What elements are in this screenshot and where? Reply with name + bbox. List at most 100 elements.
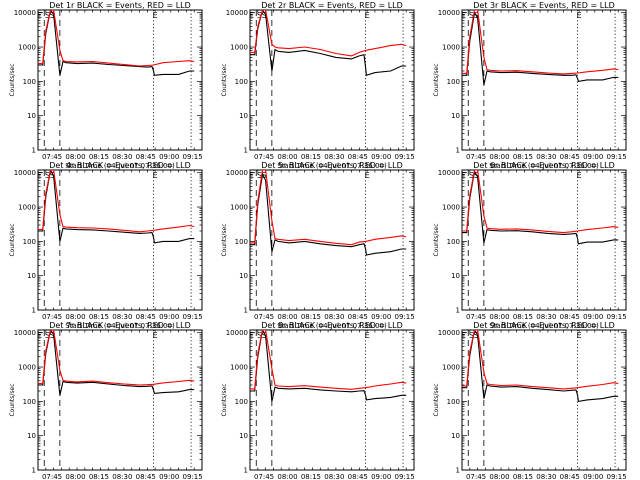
chart-title: Det 5r BLACK = Events, RED = LLD [261,161,403,170]
chart-title: Det 9r BLACK = Events, RED = LLD [473,321,615,330]
x-tick-label: 08:45 [560,153,580,161]
series-line-lld [250,170,407,246]
x-tick-label: 07:45 [466,313,486,321]
x-tick-label: 08:15 [89,153,109,161]
annotation-e: E [249,331,254,340]
chart-panel-6: Det 6r BLACK = Events, RED = LLD 1 10 100 10… [433,161,627,330]
x-tick-label: 09:15 [395,473,415,480]
chart-panel-8: Det 8r BLACK = Events, RED = LLD 1 10 100 10… [221,321,415,480]
annotation-s: S [469,171,474,180]
chart-title: Det 8r BLACK = Events, RED = LLD [261,321,403,330]
chart-title: Det 7r BLACK = Events, RED = LLD [49,321,191,330]
annotation-s: S [45,11,50,20]
annotation-e: E [37,11,42,20]
y-tick-label: 10000 [14,169,36,177]
y-tick-label: 10 [451,112,460,120]
x-axis-label: Start Time (04-Jul-07 07:36:00) [277,162,387,170]
y-tick-label: 1000 [230,364,248,372]
plot-frame [461,9,627,151]
x-tick-label: 09:00 [583,153,603,161]
annotation-e: E [461,11,466,20]
annotation-s: S [257,331,262,340]
annotation-s: S [50,331,55,340]
x-tick-label: 07:45 [42,313,62,321]
x-tick-label: 08:30 [536,153,556,161]
plot-frame [249,169,415,311]
y-axis-label: Counts/sec [9,383,16,416]
annotation-s: S [50,11,55,20]
x-tick-label: 08:15 [89,473,109,480]
y-tick-label: 10000 [438,329,460,337]
y-axis-label: Counts/sec [9,63,16,96]
x-tick-label: 09:00 [583,313,603,321]
x-axis-label: Start Time (04-Jul-07 07:36:00) [489,322,599,330]
x-tick-label: 08:15 [301,153,321,161]
y-tick-label: 10000 [438,169,460,177]
y-tick-label: 1000 [230,44,248,52]
plot-frame [37,169,203,311]
annotation-s: S [262,171,267,180]
annotation-s: S [469,11,474,20]
annotation-e: E [577,171,582,180]
chart-panel-9: Det 9r BLACK = Events, RED = LLD 1 10 100 10… [433,321,627,480]
x-tick-label: 09:00 [371,313,391,321]
y-tick-label: 100 [235,398,248,406]
annotation-s: S [257,171,262,180]
y-axis-label: Counts/sec [433,223,440,256]
x-tick-label: 08:45 [348,313,368,321]
series-line-lld [462,330,619,390]
annotation-s: S [474,171,479,180]
x-tick-label: 07:45 [466,473,486,480]
chart-panel-1: Det 1r BLACK = Events, RED = LLD 1 10 100 10… [9,1,203,170]
annotation-e: E [365,11,370,20]
annotation-s: S [469,331,474,340]
series-line-lld [462,170,619,234]
y-tick-label: 10 [27,272,36,280]
x-tick-label: 08:15 [301,473,321,480]
x-tick-label: 08:45 [136,153,156,161]
y-tick-label: 1 [32,307,36,315]
x-axis-label: Start Time (04-Jul-07 07:36:00) [277,322,387,330]
y-tick-label: 100 [447,398,460,406]
series-line-events [462,330,619,403]
chart-title: Det 3r BLACK = Events, RED = LLD [473,1,615,10]
x-tick-label: 09:00 [583,473,603,480]
x-tick-label: 08:00 [489,473,509,480]
x-tick-label: 09:00 [371,473,391,480]
x-tick-label: 09:15 [607,473,627,480]
series-line-lld [462,10,619,75]
x-tick-label: 08:45 [560,313,580,321]
y-axis-label: Counts/sec [433,383,440,416]
y-tick-label: 1 [456,307,460,315]
annotation-s: S [262,331,267,340]
y-tick-label: 10000 [14,329,36,337]
y-tick-label: 1 [32,467,36,475]
chart-panel-5: Det 5r BLACK = Events, RED = LLD 1 10 100 10… [221,161,415,330]
y-tick-label: 1000 [442,44,460,52]
annotation-e: E [249,171,254,180]
y-tick-label: 1 [244,147,248,155]
x-tick-label: 07:45 [254,313,274,321]
y-tick-label: 10 [27,432,36,440]
x-tick-label: 09:15 [395,153,415,161]
x-tick-label: 07:45 [466,153,486,161]
x-tick-label: 08:00 [277,153,297,161]
chart-panel-7: Det 7r BLACK = Events, RED = LLD 1 10 100 10… [9,321,203,480]
y-tick-label: 10000 [438,9,460,17]
y-tick-label: 10000 [226,9,248,17]
y-tick-label: 1 [244,307,248,315]
series-line-events [38,330,195,396]
y-tick-label: 1 [456,147,460,155]
y-tick-label: 10 [239,272,248,280]
x-tick-label: 08:15 [89,313,109,321]
series-line-lld [38,330,195,386]
x-tick-label: 09:15 [395,313,415,321]
y-tick-label: 1 [456,467,460,475]
annotation-e: E [249,11,254,20]
annotation-s: S [474,331,479,340]
annotation-e: E [461,331,466,340]
annotation-s: S [45,171,50,180]
x-tick-label: 08:00 [489,153,509,161]
y-tick-label: 100 [23,78,36,86]
x-tick-label: 09:15 [607,313,627,321]
